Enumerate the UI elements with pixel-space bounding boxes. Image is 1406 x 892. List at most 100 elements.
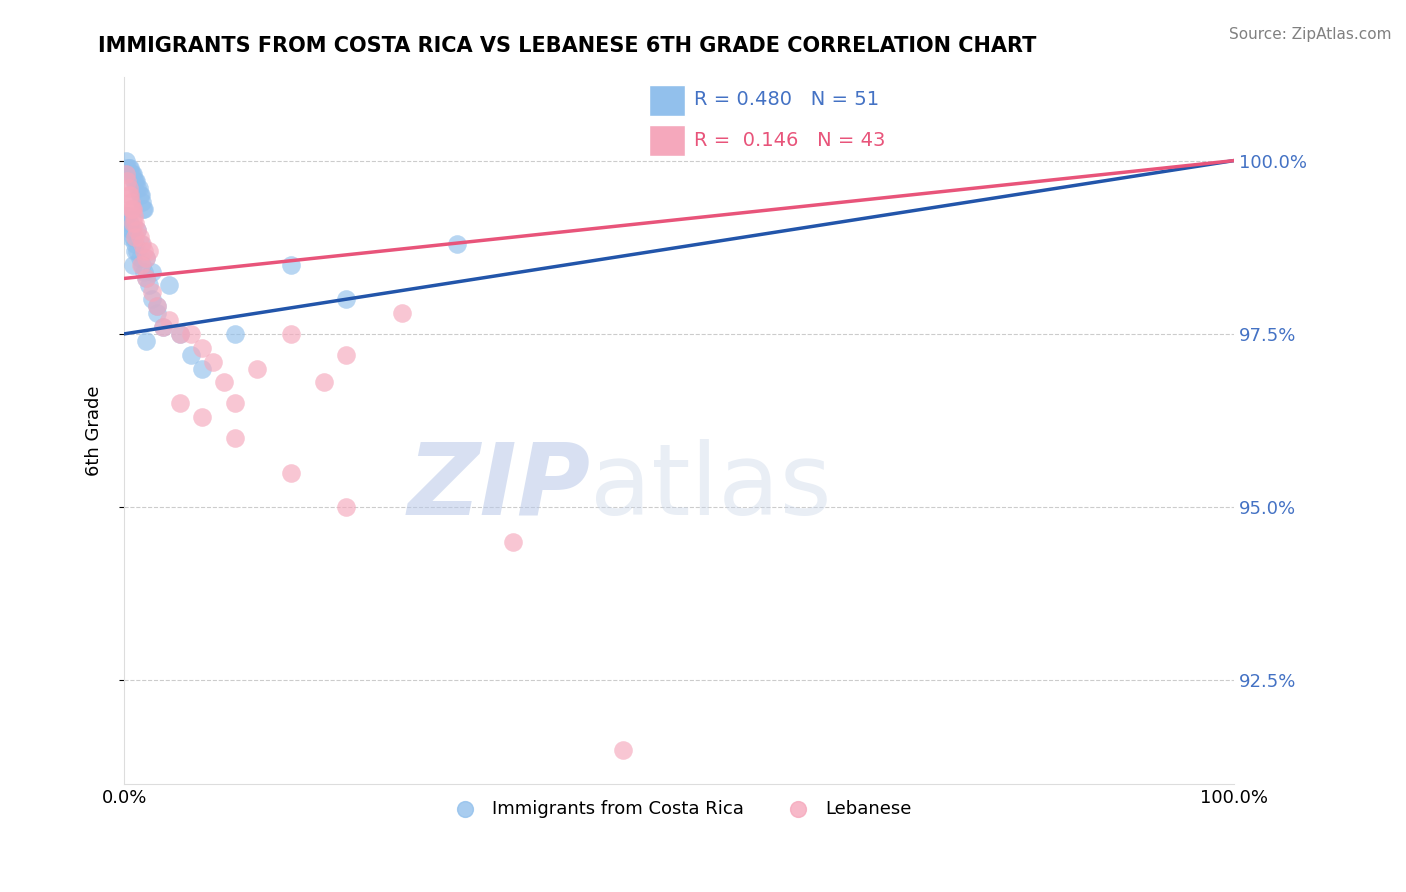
Point [391,306,413,320]
Point [124,236,146,251]
Point [135,271,157,285]
Point [157,278,180,293]
Point [115,153,138,168]
Point [135,251,157,265]
Point [131,236,153,251]
Point [127,223,149,237]
Point [129,258,152,272]
Point [117,181,139,195]
Point [446,236,468,251]
Point [115,209,138,223]
Point [115,168,138,182]
Point [122,202,145,216]
Point [129,236,152,251]
Point [201,354,224,368]
Point [224,431,246,445]
Point [132,264,155,278]
Point [131,195,153,210]
Point [127,181,149,195]
Point [612,743,634,757]
Point [118,230,141,244]
Point [122,258,145,272]
FancyBboxPatch shape [648,85,685,116]
Text: Source: ZipAtlas.com: Source: ZipAtlas.com [1229,27,1392,42]
Point [117,209,139,223]
Point [146,299,169,313]
Point [122,174,145,188]
Y-axis label: 6th Grade: 6th Grade [86,385,103,476]
Text: R =  0.146   N = 43: R = 0.146 N = 43 [695,130,886,150]
Point [124,174,146,188]
Point [138,278,160,293]
Point [502,534,524,549]
Point [152,320,174,334]
Point [129,188,152,202]
Point [135,334,157,348]
Point [212,376,235,390]
Point [127,244,149,258]
Legend: Immigrants from Costa Rica, Lebanese: Immigrants from Costa Rica, Lebanese [440,792,918,825]
Point [157,313,180,327]
Point [120,202,142,216]
Point [117,161,139,175]
Point [117,216,139,230]
Point [191,361,214,376]
Point [118,216,141,230]
Point [118,188,141,202]
Point [120,168,142,182]
Point [224,396,246,410]
Text: IMMIGRANTS FROM COSTA RICA VS LEBANESE 6TH GRADE CORRELATION CHART: IMMIGRANTS FROM COSTA RICA VS LEBANESE 6… [98,36,1036,55]
Point [135,251,157,265]
Point [121,223,143,237]
Point [125,174,148,188]
Point [335,500,357,515]
Point [128,181,150,195]
Text: ZIP: ZIP [408,439,591,536]
Point [224,326,246,341]
Point [280,258,302,272]
Point [117,188,139,202]
Point [124,216,146,230]
Text: atlas: atlas [591,439,832,536]
Point [312,376,335,390]
Point [121,168,143,182]
Point [138,244,160,258]
Point [169,326,191,341]
Point [121,202,143,216]
Point [124,244,146,258]
Point [152,320,174,334]
Point [169,396,191,410]
Point [117,174,139,188]
Point [146,299,169,313]
Point [246,361,269,376]
Point [335,348,357,362]
Text: R = 0.480   N = 51: R = 0.480 N = 51 [695,90,879,110]
Point [128,251,150,265]
Point [146,306,169,320]
Point [128,230,150,244]
Point [127,223,149,237]
Point [280,466,302,480]
Point [280,326,302,341]
Point [118,161,141,175]
Point [141,264,163,278]
Point [191,341,214,355]
Point [180,348,202,362]
Point [122,168,145,182]
Point [169,326,191,341]
Point [124,230,146,244]
Point [120,195,142,210]
Point [122,230,145,244]
Point [132,202,155,216]
Point [135,271,157,285]
FancyBboxPatch shape [648,125,685,156]
Point [122,216,145,230]
Point [128,188,150,202]
Point [335,292,357,306]
Point [120,223,142,237]
Point [132,202,155,216]
Point [117,161,139,175]
Point [122,209,145,223]
Point [131,258,153,272]
Point [180,326,202,341]
